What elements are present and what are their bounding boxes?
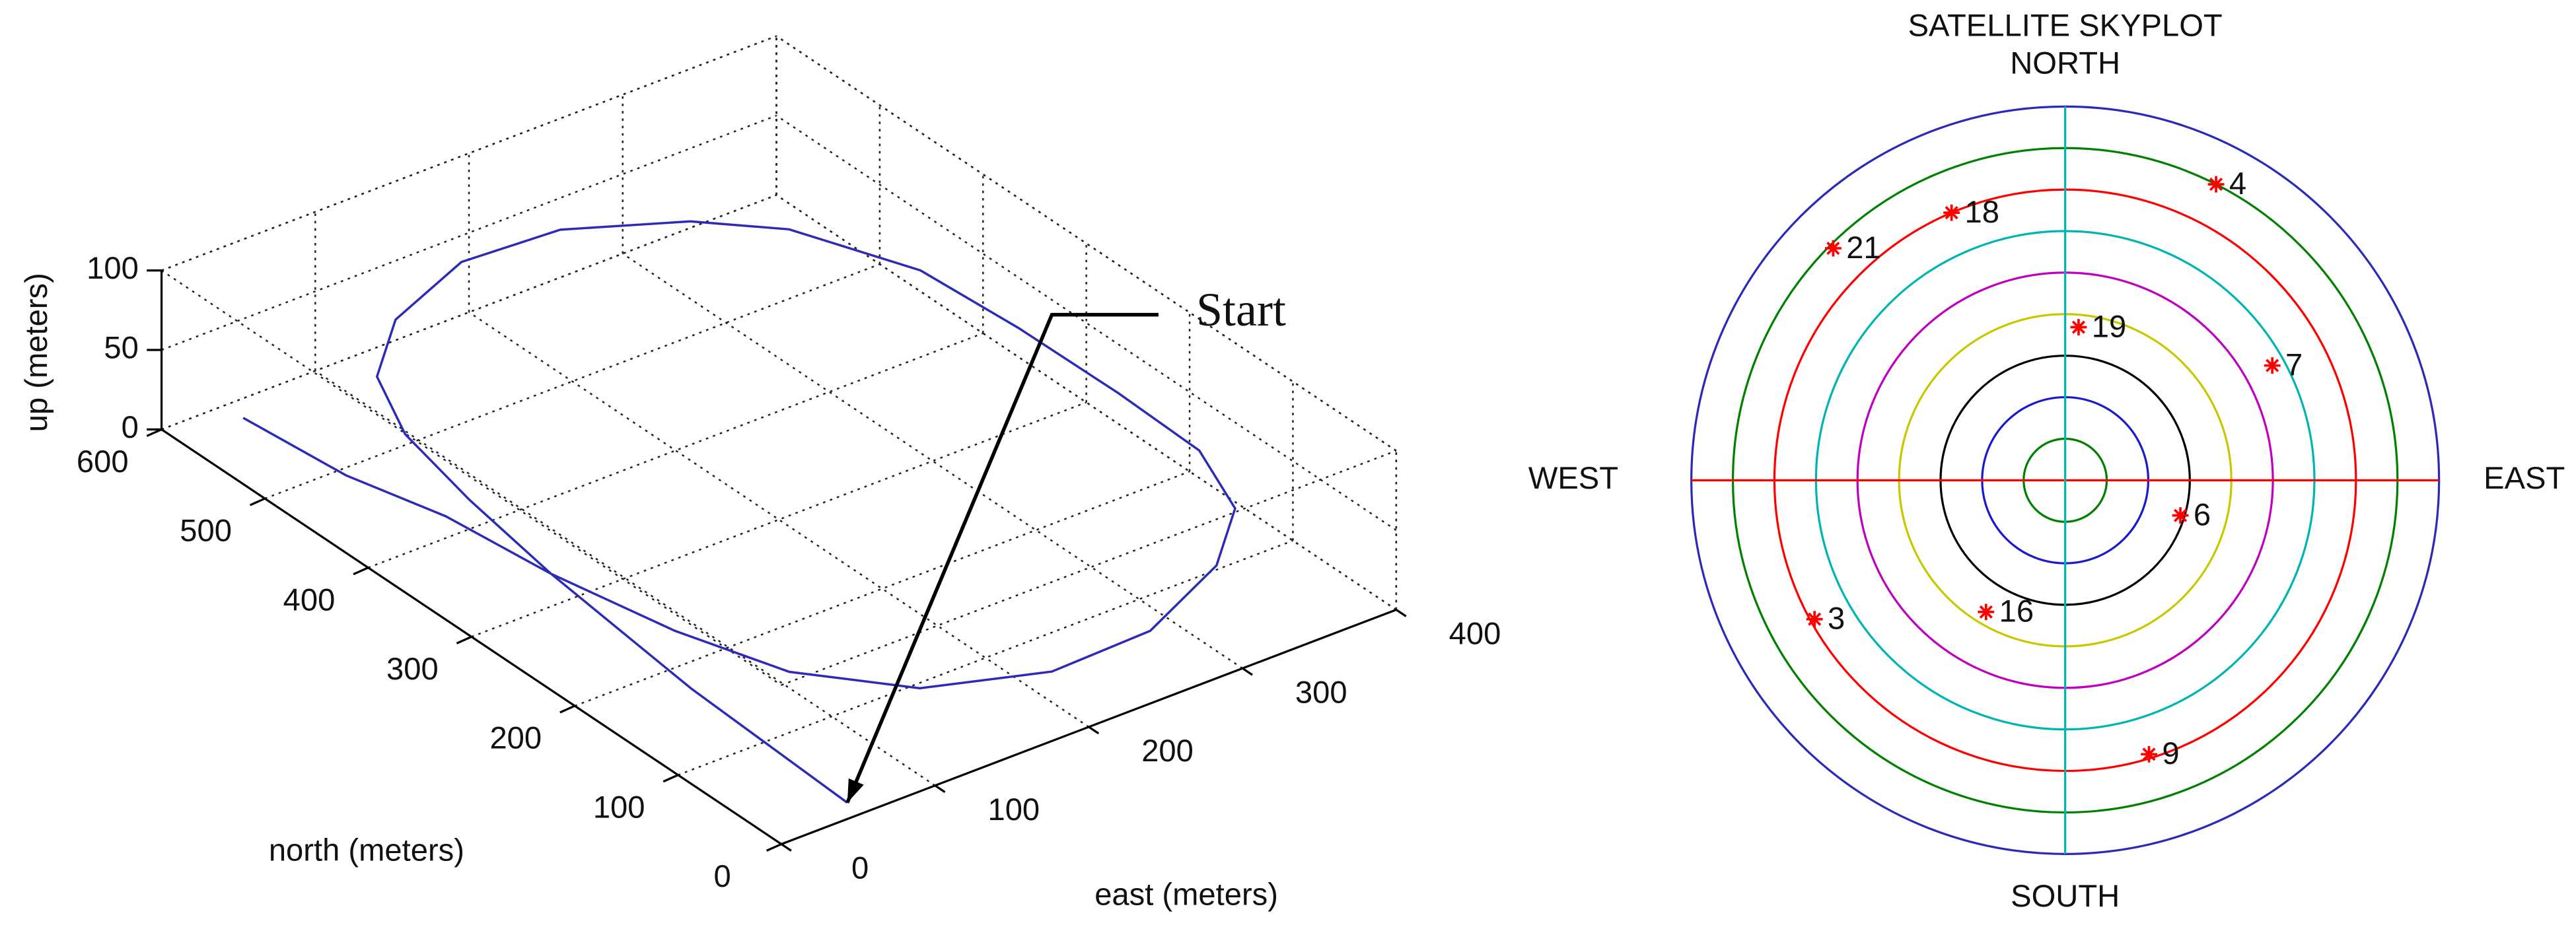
tick-mark (662, 774, 679, 783)
satellite-marker (1978, 603, 1995, 621)
grid-line (622, 253, 1243, 670)
y-tick-label: 600 (77, 444, 129, 479)
marker-stroke (2071, 320, 2086, 334)
direction-label: WEST (1528, 460, 1618, 495)
satellite-marker (1943, 204, 1960, 221)
grid-line (471, 401, 1087, 638)
grid-line (161, 114, 777, 351)
grid-line (264, 263, 880, 500)
satellite-marker (1824, 240, 1842, 257)
tick-mark (1242, 667, 1253, 676)
box-edge (161, 269, 782, 686)
satellite-label: 16 (1999, 594, 2034, 629)
marker-stroke (2266, 359, 2279, 372)
y-tick-label: 400 (283, 582, 336, 617)
direction-label: NORTH (2010, 46, 2120, 81)
tick-mark (781, 843, 792, 852)
z-axis-label: up (meters) (18, 273, 54, 432)
marker-stroke (1826, 241, 1840, 256)
y-axis-label: north (meters) (269, 832, 464, 867)
satellite-label: 3 (1828, 601, 1845, 636)
annotation-leader (845, 312, 1159, 804)
y-tick-label: 0 (713, 858, 731, 893)
tick-mark (559, 705, 575, 714)
marker-stroke (1979, 605, 1993, 619)
y-tick-label: 100 (593, 789, 645, 824)
satellite-marker (2207, 176, 2225, 193)
grid-line (574, 470, 1190, 707)
grid-line (161, 194, 777, 431)
satellite-marker (2264, 357, 2281, 374)
marker-stroke (1808, 612, 1822, 626)
x-axis-label: east (meters) (1094, 876, 1278, 911)
direction-label: SOUTH (2011, 878, 2120, 913)
grid-line (775, 35, 1397, 452)
grid-line (775, 114, 1397, 532)
grid-line (161, 35, 777, 271)
satellite-marker (2141, 745, 2157, 763)
tick-mark (1088, 726, 1100, 735)
grid-line (468, 311, 1090, 728)
x-tick-label: 400 (1449, 616, 1501, 651)
y-tick-label: 500 (180, 513, 232, 548)
y-tick-label: 200 (489, 720, 542, 755)
tick-mark (353, 567, 369, 576)
satellite-label: 6 (2194, 497, 2211, 532)
marker-stroke (2142, 747, 2156, 761)
tick-mark (249, 497, 266, 506)
marker-stroke (2173, 508, 2188, 522)
annotation-arrowhead (847, 778, 864, 803)
grid-line (367, 332, 984, 569)
marker-stroke (2209, 177, 2223, 191)
satellite-label: 7 (2285, 347, 2303, 382)
z-tick-label: 0 (122, 409, 139, 444)
tick-mark (766, 843, 782, 852)
satellite-marker (1806, 611, 1823, 628)
satellite-label: 19 (2092, 308, 2126, 343)
satellite-label: 21 (1846, 230, 1880, 265)
tick-mark (146, 428, 162, 437)
x-tick-label: 300 (1295, 674, 1347, 709)
satellite-marker (2070, 319, 2087, 335)
tick-mark (934, 784, 946, 793)
annotation: Start (1196, 283, 1286, 336)
tick-mark (456, 635, 472, 644)
marker-stroke (1945, 206, 1958, 220)
box-edge (161, 35, 777, 271)
y-tick-label: 300 (386, 651, 439, 686)
satellite-label: 18 (1965, 194, 1999, 229)
x-tick-label: 200 (1141, 733, 1194, 768)
trajectory-line (242, 220, 1236, 804)
x-tick-label: 0 (851, 850, 869, 885)
grid-line (678, 539, 1293, 776)
satellite-marker (2172, 507, 2189, 524)
z-tick-label: 100 (87, 250, 139, 285)
chart-title: SATELLITE SKYPLOT (1908, 8, 2223, 43)
z-tick-label: 50 (104, 329, 138, 364)
box-edge (781, 450, 1397, 686)
tick-mark (1395, 609, 1407, 617)
direction-label: EAST (2484, 460, 2565, 495)
x-tick-label: 100 (987, 792, 1040, 827)
satellite-label: 4 (2229, 166, 2246, 201)
satellite-label: 9 (2162, 736, 2179, 771)
grid-line (775, 194, 1397, 611)
